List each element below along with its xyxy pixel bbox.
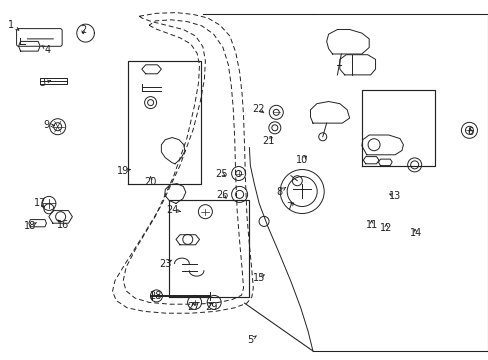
- Text: 15: 15: [252, 273, 265, 283]
- Text: 2: 2: [80, 24, 86, 35]
- Text: 23: 23: [159, 258, 171, 269]
- Text: 13: 13: [388, 191, 401, 201]
- Text: 17: 17: [34, 198, 46, 208]
- Text: 19: 19: [117, 166, 129, 176]
- Text: 18: 18: [24, 221, 37, 231]
- Text: 5: 5: [247, 335, 253, 345]
- Text: 1: 1: [8, 20, 14, 30]
- Text: 6: 6: [467, 127, 472, 138]
- Text: 20: 20: [144, 177, 157, 187]
- Text: 10: 10: [295, 155, 308, 165]
- Text: 4: 4: [45, 45, 51, 55]
- Text: 9: 9: [43, 120, 49, 130]
- Text: 21: 21: [261, 136, 274, 146]
- Text: 3: 3: [39, 78, 45, 88]
- Text: 27: 27: [186, 302, 199, 312]
- Text: 11: 11: [365, 220, 377, 230]
- Text: 29: 29: [204, 302, 217, 312]
- Text: 25: 25: [214, 168, 227, 179]
- Text: 12: 12: [379, 222, 392, 233]
- Text: 7: 7: [286, 202, 292, 212]
- Text: 8: 8: [276, 186, 282, 197]
- Text: 22: 22: [251, 104, 264, 114]
- Text: 14: 14: [408, 228, 421, 238]
- Text: 24: 24: [165, 204, 178, 215]
- Text: 16: 16: [56, 220, 69, 230]
- Text: 26: 26: [216, 190, 228, 200]
- Text: 28: 28: [149, 291, 162, 301]
